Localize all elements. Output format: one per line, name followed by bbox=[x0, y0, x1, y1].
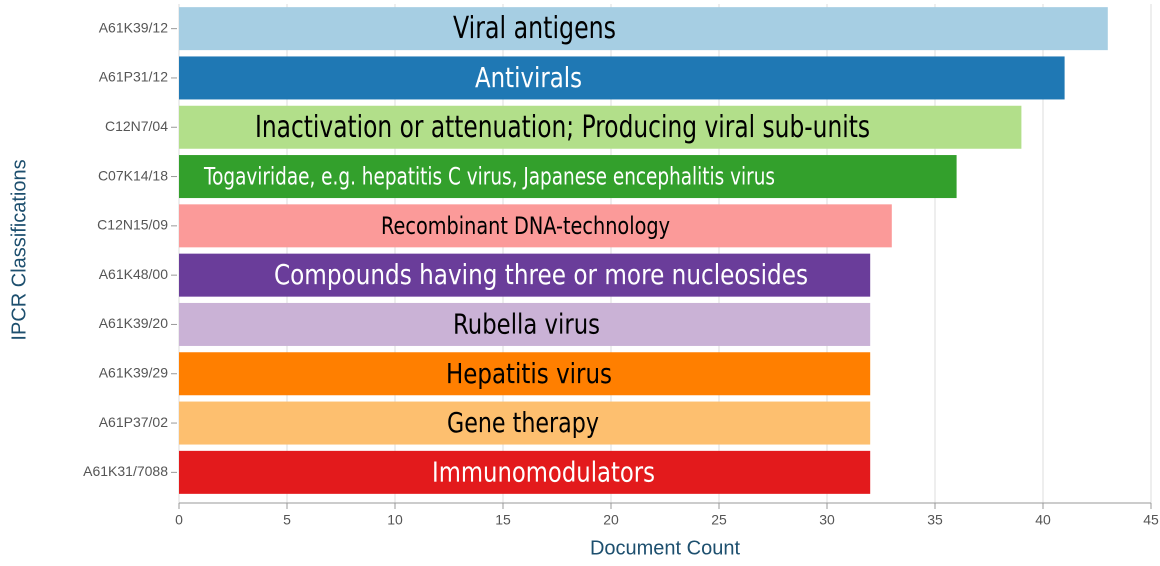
x-tick-label: 15 bbox=[495, 512, 511, 528]
x-tick-label: 5 bbox=[283, 512, 291, 528]
x-tick-label: 10 bbox=[387, 512, 403, 528]
x-tick-label: 35 bbox=[927, 512, 943, 528]
bar bbox=[179, 352, 871, 396]
bar bbox=[179, 56, 1065, 100]
bar-annotation: Antivirals bbox=[475, 61, 582, 94]
y-tick-label: A61P37/02 bbox=[99, 414, 168, 430]
bar bbox=[179, 401, 871, 445]
x-tick-label: 40 bbox=[1035, 512, 1051, 528]
y-tick-label: A61K39/29 bbox=[99, 364, 168, 380]
x-axis-title: Document Count bbox=[590, 537, 741, 559]
bar bbox=[179, 253, 871, 297]
bar bbox=[179, 7, 1108, 51]
y-tick-label: A61P31/12 bbox=[99, 69, 168, 85]
y-tick-label: A61K39/12 bbox=[99, 19, 168, 35]
x-tick-label: 30 bbox=[819, 512, 835, 528]
x-tick-label: 45 bbox=[1143, 512, 1159, 528]
bar-annotation: Inactivation or attenuation; Producing v… bbox=[255, 110, 870, 145]
bar bbox=[179, 155, 957, 199]
bar bbox=[179, 204, 892, 248]
bar-annotation: Compounds having three or more nucleosid… bbox=[274, 258, 808, 291]
bar-annotation: Viral antigens bbox=[453, 11, 616, 46]
bar-annotation: Togaviridae, e.g. hepatitis C virus, Jap… bbox=[203, 163, 775, 191]
bar bbox=[179, 302, 871, 346]
y-tick-label: A61K39/20 bbox=[99, 315, 168, 331]
y-tick-label: C12N15/09 bbox=[97, 217, 168, 233]
bar-annotation: Hepatitis virus bbox=[446, 357, 612, 390]
bar bbox=[179, 450, 871, 494]
x-tick-label: 0 bbox=[175, 512, 183, 528]
x-tick-label: 20 bbox=[603, 512, 619, 528]
bar-annotation: Recombinant DNA-technology bbox=[381, 212, 670, 240]
bar-annotation: Gene therapy bbox=[447, 406, 599, 439]
y-axis-title: IPCR Classifications bbox=[8, 159, 30, 340]
x-tick-label: 25 bbox=[711, 512, 727, 528]
y-tick-label: C12N7/04 bbox=[105, 118, 168, 134]
bar-annotation: Rubella virus bbox=[453, 307, 600, 340]
bar-annotation: Immunomodulators bbox=[432, 455, 655, 488]
y-tick-label: C07K14/18 bbox=[98, 167, 168, 183]
y-tick-label: A61K48/00 bbox=[99, 266, 168, 282]
y-tick-label: A61K31/7088 bbox=[83, 463, 168, 479]
bar bbox=[179, 105, 1022, 149]
